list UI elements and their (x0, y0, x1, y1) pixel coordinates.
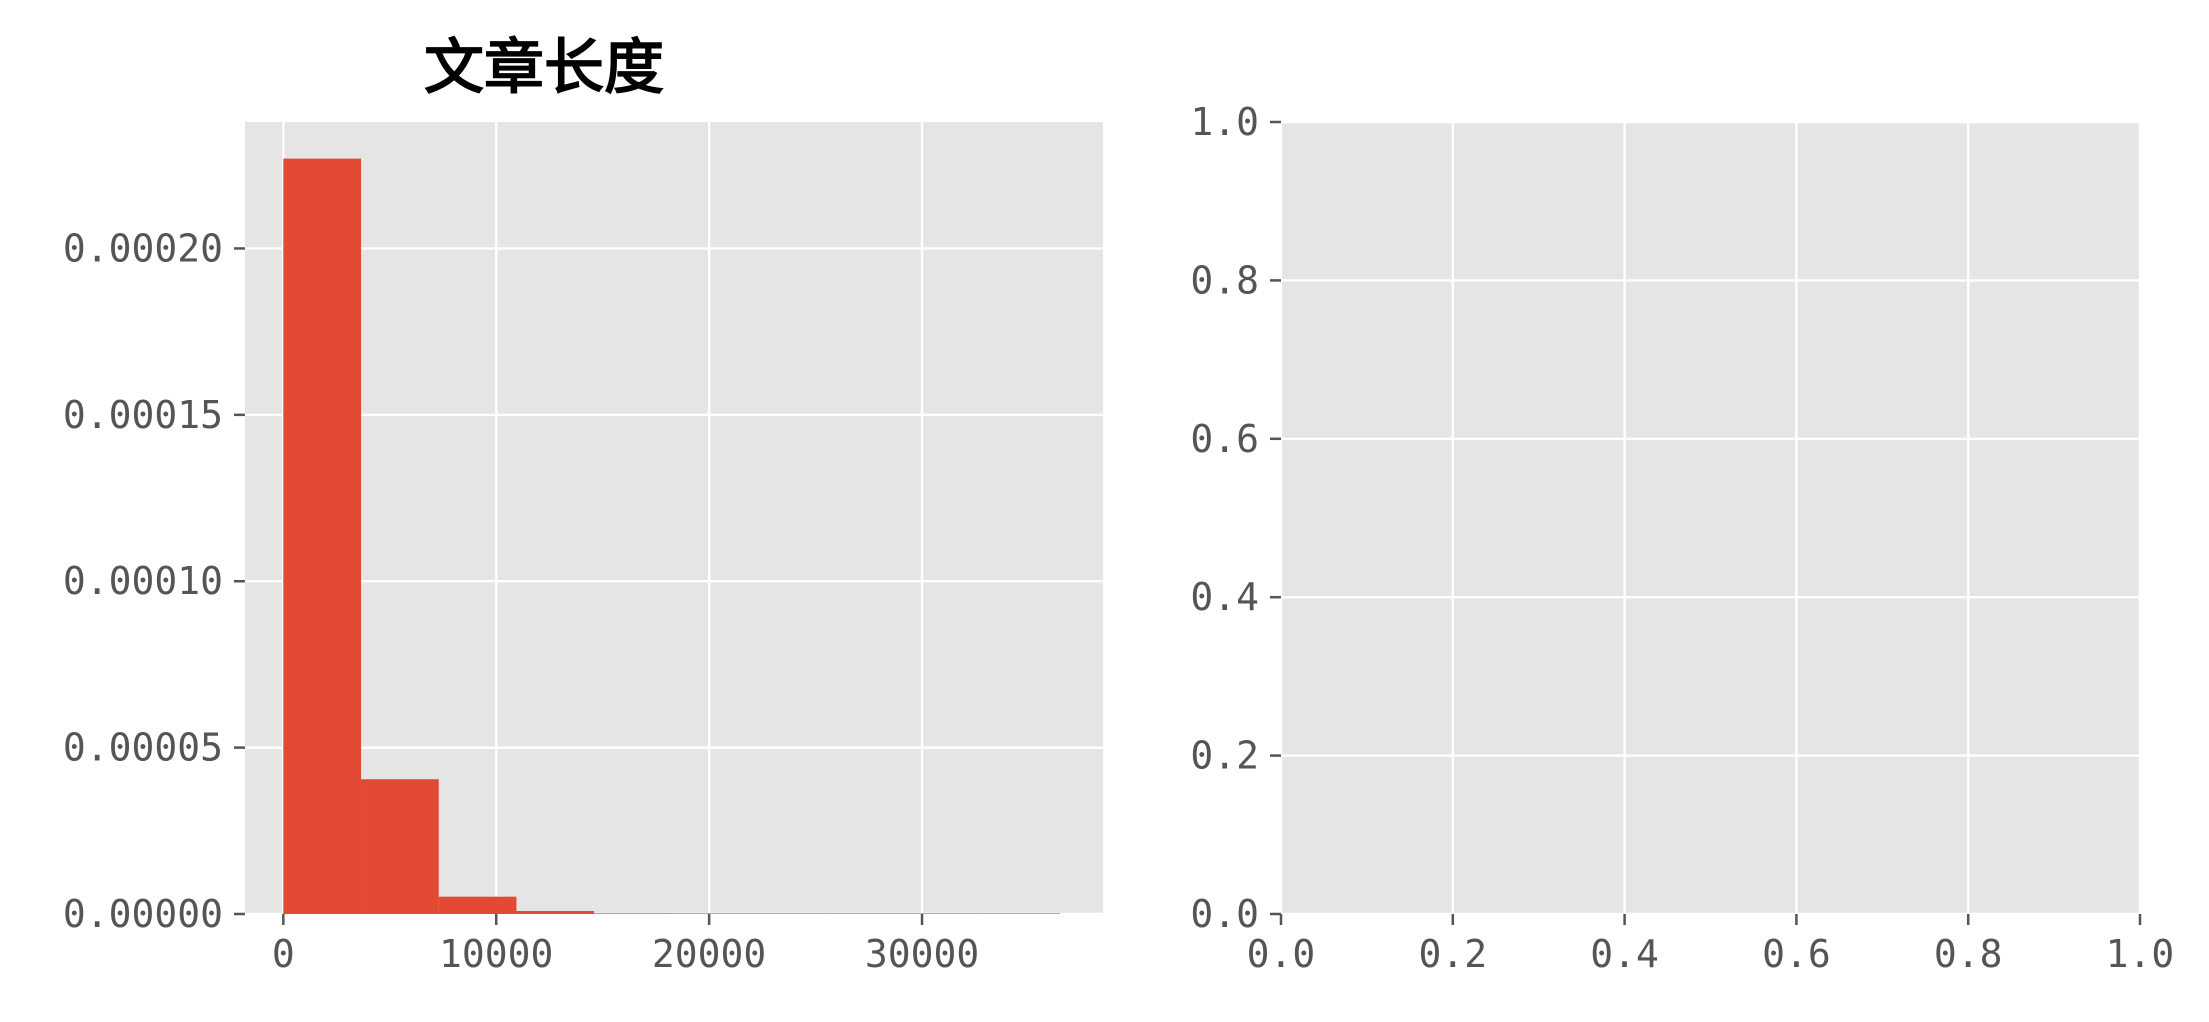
x-tick-label: 20000 (652, 932, 766, 976)
y-tick-label: 1.0 (1190, 100, 1259, 144)
x-tick-label: 0.4 (1590, 932, 1659, 976)
histogram-bar (982, 913, 1061, 914)
histogram-bar (749, 913, 828, 914)
x-tick-label: 0.6 (1762, 932, 1831, 976)
y-tick-label: 0.4 (1190, 575, 1259, 619)
histogram-bar (516, 911, 595, 914)
histogram-bar (361, 779, 439, 914)
histogram-bar (283, 158, 362, 914)
y-tick-label: 0.8 (1190, 258, 1259, 302)
x-tick-label: 10000 (439, 932, 553, 976)
histogram-bar (827, 913, 905, 914)
y-tick-label: 0.00020 (63, 226, 223, 270)
x-tick-label: 0.2 (1418, 932, 1487, 976)
y-tick-label: 0.2 (1190, 734, 1259, 778)
y-tick-label: 0.00000 (63, 892, 223, 936)
y-tick-label: 0.6 (1190, 417, 1259, 461)
plot-background (1281, 122, 2140, 914)
empty-axes-panel: 0.0 0.2 0.4 0.6 0.8 1.0 0.0 0.2 0.4 0.6 0.8 1.0 (1190, 100, 2174, 976)
histogram-bar (905, 913, 983, 914)
histogram-bar (671, 913, 750, 914)
histogram-bar (438, 896, 517, 914)
x-tick-label: 0.8 (1934, 932, 2003, 976)
y-tick-label: 0.00015 (63, 393, 223, 437)
x-tick-label: 1.0 (2106, 932, 2175, 976)
histogram-panel: 0 10000 20000 30000 0.00000 0.00005 0.00010 0.0… (63, 33, 1103, 976)
y-tick-label: 0.00010 (63, 559, 223, 603)
y-tick-label: 0.00005 (63, 726, 223, 770)
histogram-bar (594, 913, 672, 914)
x-tick-label: 0 (272, 932, 295, 976)
x-tick-label: 0.0 (1247, 932, 1316, 976)
chart-title: 文章长度 (424, 33, 664, 103)
x-tick-label: 30000 (865, 932, 979, 976)
y-tick-label: 0.0 (1190, 892, 1259, 936)
